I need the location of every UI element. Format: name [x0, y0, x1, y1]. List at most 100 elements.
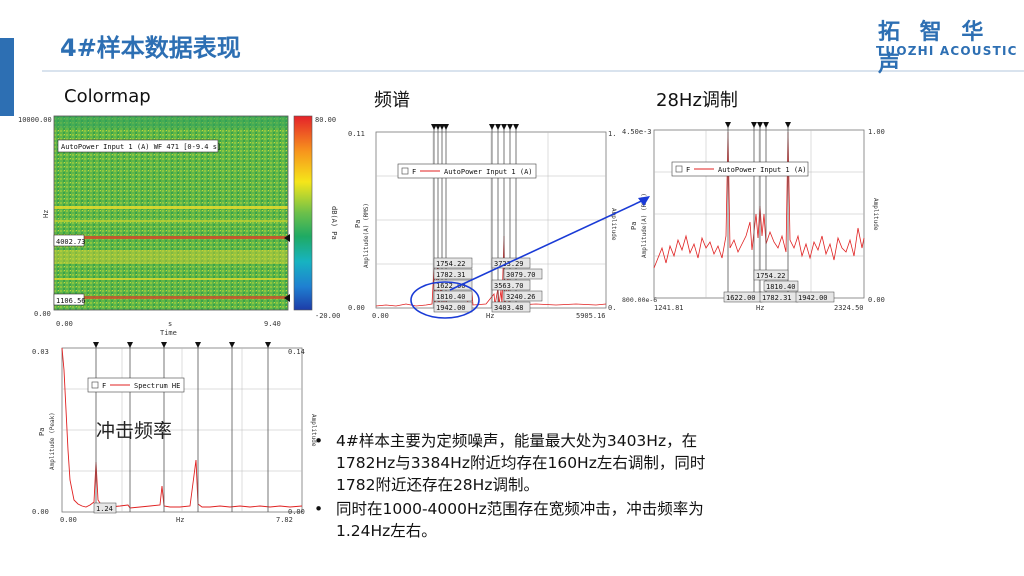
colormap-scale-bottom: -20.00 [315, 312, 340, 320]
modulation-label-mid: 1810.40 [766, 283, 796, 291]
spectrum-cursor-label-left-box [433, 257, 473, 269]
spectrum-cursor-label-left: 1810.40 [436, 293, 466, 301]
impact-legend-f: F [102, 382, 106, 390]
spectrum-cursor-label-left: 1782.31 [436, 271, 466, 279]
colormap-scale-bar [293, 115, 313, 311]
colormap-figure: AutoPower Input 1 (A) WF 471 [0-9.4 s] 4… [18, 115, 340, 337]
colormap-y-top: 10000.00 [18, 116, 52, 124]
impact-x-label: Hz [176, 516, 184, 524]
modulation-cursor-markers [725, 122, 791, 128]
impact-y-label: Pa [38, 428, 46, 436]
modulation-legend-f: F [686, 166, 690, 174]
modulation-y-bottom: 800.00e-6 [622, 296, 657, 304]
impact-heading: 冲击频率 [96, 420, 173, 442]
impact-y-label2: Amplitude (Peak) [49, 412, 56, 470]
modulation-cursor-label: 1622.00 [726, 294, 756, 302]
spectrum-cursor-label-left-box [433, 268, 473, 280]
spectrum-cursor-markers [431, 124, 519, 130]
colormap-scale-top: 80.00 [315, 116, 336, 124]
modulation-y-right-top: 1.00 [868, 128, 885, 136]
modulation-cursor-label: 1782.31 [762, 294, 792, 302]
spectrum-y-right-label: Amplitude [610, 208, 617, 241]
impact-x-left: 0.00 [60, 516, 77, 524]
highlight-ellipse [410, 281, 480, 319]
impact-x-right: 7.82 [276, 516, 293, 524]
impact-cursor-markers [93, 342, 271, 348]
colormap-band-1106 [54, 296, 288, 299]
spectrum-y-label2: Amplitude(A) (RMS) [363, 203, 370, 268]
colormap-cursor-1: 4002.73 [56, 238, 86, 246]
modulation-cursor-label-box [795, 291, 835, 303]
summary-bullets: • 4#样本主要为定频噪声，能量最大处为3403Hz，在1782Hz与3384H… [314, 430, 734, 544]
title-accent-bar [0, 38, 14, 116]
legend-checkbox-icon [91, 381, 99, 389]
impact-y-bottom: 0.00 [32, 508, 49, 516]
spectrum-cursor-label-right: 3240.26 [506, 293, 536, 301]
spectrum-y-right-bottom: 0. [608, 304, 616, 312]
impact-figure: F Spectrum HE 1.24 0.03 0.00 Pa Amplitud… [32, 342, 317, 524]
legend-checkbox-icon [675, 165, 683, 173]
company-logo-en: TUOZHI ACOUSTIC [876, 44, 1018, 58]
impact-y-top: 0.03 [32, 348, 49, 356]
impact-y-right-label: Amplitude [310, 414, 317, 447]
spectrum-cursor-label-right: 3563.70 [494, 282, 524, 290]
bullet-dot-icon: • [314, 500, 324, 518]
spectrum-cursor-label-left: 1622.00 [436, 282, 466, 290]
arrow-head-icon [638, 196, 650, 206]
modulation-legend: AutoPower Input 1 (A) [718, 166, 807, 174]
spectrum-cursor-label-right: 3723.29 [494, 260, 524, 268]
modulation-heading: 28Hz调制 [656, 90, 738, 111]
colormap-x-unit: s [168, 320, 172, 328]
title-divider [42, 70, 1024, 72]
spectrum-x-label: Hz [486, 312, 494, 320]
spectrum-legend: AutoPower Input 1 (A) [444, 168, 533, 176]
bullet-text: 4#样本主要为定频噪声，能量最大处为3403Hz，在1782Hz与3384Hz附… [336, 432, 706, 494]
colormap-y-label: Hz [42, 210, 50, 218]
spectrum-y-right-top: 1. [608, 130, 616, 138]
impact-legend: Spectrum HE [134, 382, 180, 390]
legend-checkbox-icon [401, 167, 409, 175]
spectrum-heading: 频谱 [374, 90, 410, 111]
modulation-label-top: 1754.22 [756, 272, 786, 280]
modulation-x-label: Hz [756, 304, 764, 312]
bullet-text: 同时在1000-4000Hz范围存在宽频冲击，冲击频率为1.24Hz左右。 [336, 500, 704, 540]
spectrum-y-label: Pa [354, 220, 362, 228]
spectrum-x-left: 0.00 [372, 312, 389, 320]
spectrum-cursor-label-right-box [503, 290, 543, 302]
modulation-y-label2: Amplitude(A) (RMS) [641, 193, 648, 258]
spectrum-cursor-label-left: 1942.00 [436, 304, 466, 312]
spectrum-cursor-label-left-box [433, 279, 473, 291]
colormap-heading: Colormap [64, 86, 151, 107]
colormap-band-4002 [54, 236, 288, 239]
spectrum-cursor-label-right-box [491, 257, 531, 269]
cursor-marker-icon [284, 234, 290, 242]
company-logo-cn: 拓 智 华 声 [878, 20, 990, 77]
zoom-arrow [449, 196, 650, 291]
modulation-y-label: Pa [630, 222, 638, 230]
colormap-x-left: 0.00 [56, 320, 73, 328]
bullet-item: • 同时在1000-4000Hz范围存在宽频冲击，冲击频率为1.24Hz左右。 [314, 498, 734, 542]
spectrum-cursor-label-right: 3403.48 [494, 304, 524, 312]
spectrum-cursor-label-right: 3079.70 [506, 271, 536, 279]
modulation-y-right-bottom: 0.00 [868, 296, 885, 304]
impact-y-right-top: 0.14 [288, 348, 305, 356]
modulation-figure: F AutoPower Input 1 (A) 1754.22 1810.40 … [622, 122, 885, 312]
spectrum-y-top: 0.11 [348, 130, 365, 138]
spectrum-y-bottom: 0.00 [348, 304, 365, 312]
modulation-x-left: 1241.81 [654, 304, 684, 312]
spectrum-figure: F AutoPower Input 1 (A) 1754.22 1782.31 16… [348, 124, 617, 320]
impact-y-right-bottom: 0.00 [288, 508, 305, 516]
bullet-item: • 4#样本主要为定频噪声，能量最大处为3403Hz，在1782Hz与3384H… [314, 430, 734, 496]
modulation-y-top: 4.50e-3 [622, 128, 652, 136]
spectrum-cursor-label-right-box [491, 279, 531, 291]
modulation-x-right: 2324.50 [834, 304, 864, 312]
cursor-marker-icon [284, 294, 290, 302]
modulation-cursor-label: 1942.00 [798, 294, 828, 302]
colormap-y-bottom: 0.00 [34, 310, 51, 318]
modulation-y-right-label: Amplitude [872, 198, 879, 231]
colormap-x-right: 9.40 [264, 320, 281, 328]
colormap-x-label: Time [160, 329, 177, 337]
page-title: 4#样本数据表现 [60, 34, 241, 62]
colormap-legend: AutoPower Input 1 (A) WF 471 [0-9.4 s] [61, 143, 221, 151]
spectrum-cursor-label-left-box [433, 301, 473, 313]
